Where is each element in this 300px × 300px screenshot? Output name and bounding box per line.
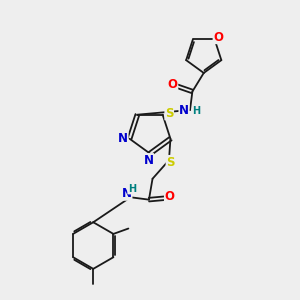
Text: S: S <box>165 107 173 120</box>
Text: N: N <box>122 187 132 200</box>
Text: S: S <box>166 155 175 169</box>
Text: N: N <box>179 104 189 117</box>
Text: H: H <box>128 184 136 194</box>
Text: O: O <box>168 78 178 91</box>
Text: N: N <box>118 132 128 145</box>
Text: N: N <box>143 154 154 167</box>
Text: H: H <box>193 106 201 116</box>
Text: O: O <box>165 190 175 203</box>
Text: O: O <box>213 31 223 44</box>
